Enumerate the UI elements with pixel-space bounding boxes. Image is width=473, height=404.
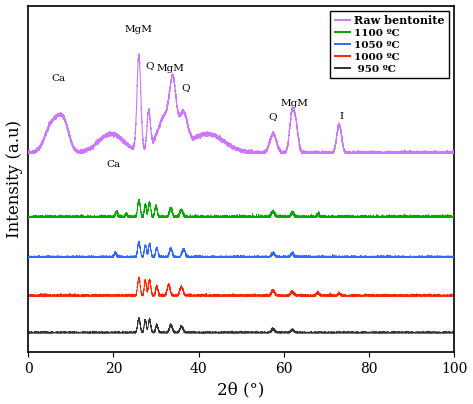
Legend: Raw bentonite, 1100 ºC, 1050 ºC, 1000 ºC,  950 ºC: Raw bentonite, 1100 ºC, 1050 ºC, 1000 ºC… bbox=[331, 11, 449, 78]
Text: Q: Q bbox=[182, 83, 190, 92]
Text: I: I bbox=[339, 112, 343, 121]
Text: Q: Q bbox=[145, 61, 154, 70]
Text: MgM: MgM bbox=[280, 99, 308, 108]
Text: Q: Q bbox=[269, 112, 278, 121]
Text: Ca: Ca bbox=[106, 160, 121, 169]
X-axis label: 2θ (°): 2θ (°) bbox=[218, 381, 265, 398]
Text: MgM: MgM bbox=[157, 64, 185, 73]
Text: Ca: Ca bbox=[51, 74, 65, 82]
Y-axis label: Intensity (a.u): Intensity (a.u) bbox=[6, 120, 23, 238]
Text: MgM: MgM bbox=[125, 25, 153, 34]
